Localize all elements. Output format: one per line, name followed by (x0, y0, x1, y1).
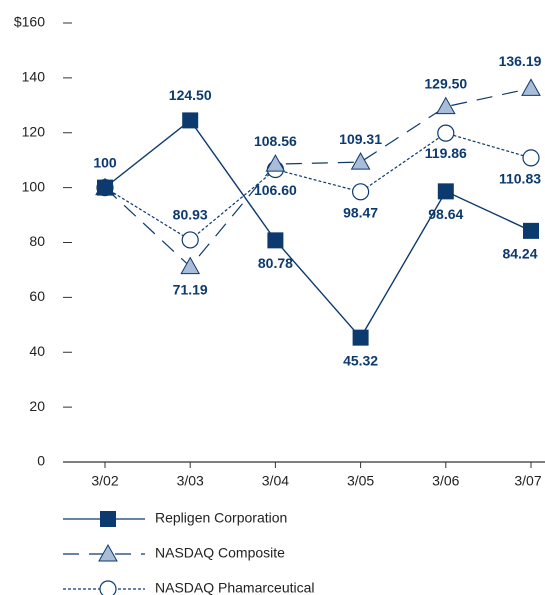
data-point (182, 112, 199, 129)
data-point (437, 183, 454, 200)
x-tick-label: 3/06 (432, 473, 459, 489)
series-line (104, 132, 532, 241)
y-tick-label: 140 (22, 69, 46, 85)
legend-label: NASDAQ Composite (155, 545, 285, 561)
data-point (437, 124, 455, 142)
data-label: 108.56 (254, 133, 297, 149)
data-point (181, 231, 199, 249)
data-point (435, 96, 456, 115)
data-point (97, 179, 113, 196)
data-point (267, 232, 284, 249)
legend-label: Repligen Corporation (155, 510, 287, 526)
data-label: 98.47 (343, 205, 378, 221)
data-point (523, 222, 539, 239)
data-point (352, 183, 370, 201)
data-label: 45.32 (343, 352, 378, 368)
x-tick-label: 3/02 (91, 473, 118, 489)
x-tick-label: 3/05 (347, 473, 374, 489)
x-tick-label: 3/04 (262, 473, 289, 489)
data-label: 110.83 (499, 171, 541, 187)
x-tick-label: 3/03 (177, 473, 204, 489)
data-label: 80.78 (258, 255, 293, 271)
y-tick-label: 20 (29, 398, 45, 414)
y-tick-label: $160 (14, 14, 45, 30)
x-tick-label: 3/07 (514, 473, 541, 489)
y-tick-label: 100 (22, 178, 46, 194)
data-label: 71.19 (173, 281, 208, 297)
y-tick-label: 0 (37, 453, 45, 469)
data-point (350, 152, 371, 170)
data-point (352, 329, 369, 346)
data-point (522, 149, 540, 167)
data-label: 109.31 (339, 131, 382, 147)
data-label: 84.24 (502, 246, 537, 262)
data-label: 100 (93, 154, 117, 170)
data-label: 80.93 (173, 207, 208, 223)
data-label: 124.50 (169, 87, 212, 103)
series-line (104, 119, 532, 339)
data-label: 106.60 (254, 182, 297, 198)
data-label: 119.86 (425, 145, 467, 161)
legend-marker (98, 543, 118, 562)
data-point (265, 154, 286, 172)
y-tick-label: 80 (29, 233, 45, 249)
data-label: 129.50 (424, 75, 467, 91)
legend-marker (100, 511, 116, 527)
series-line (104, 87, 532, 268)
legend-marker (99, 580, 117, 595)
data-label: 98.64 (428, 206, 463, 222)
y-tick-label: 40 (29, 343, 45, 359)
legend-label: NASDAQ Phamarceutical (155, 580, 315, 595)
y-tick-label: 60 (29, 288, 45, 304)
data-point (180, 256, 201, 275)
y-tick-label: 120 (22, 123, 46, 139)
data-label: 136.19 (499, 53, 542, 69)
data-point (521, 78, 541, 96)
